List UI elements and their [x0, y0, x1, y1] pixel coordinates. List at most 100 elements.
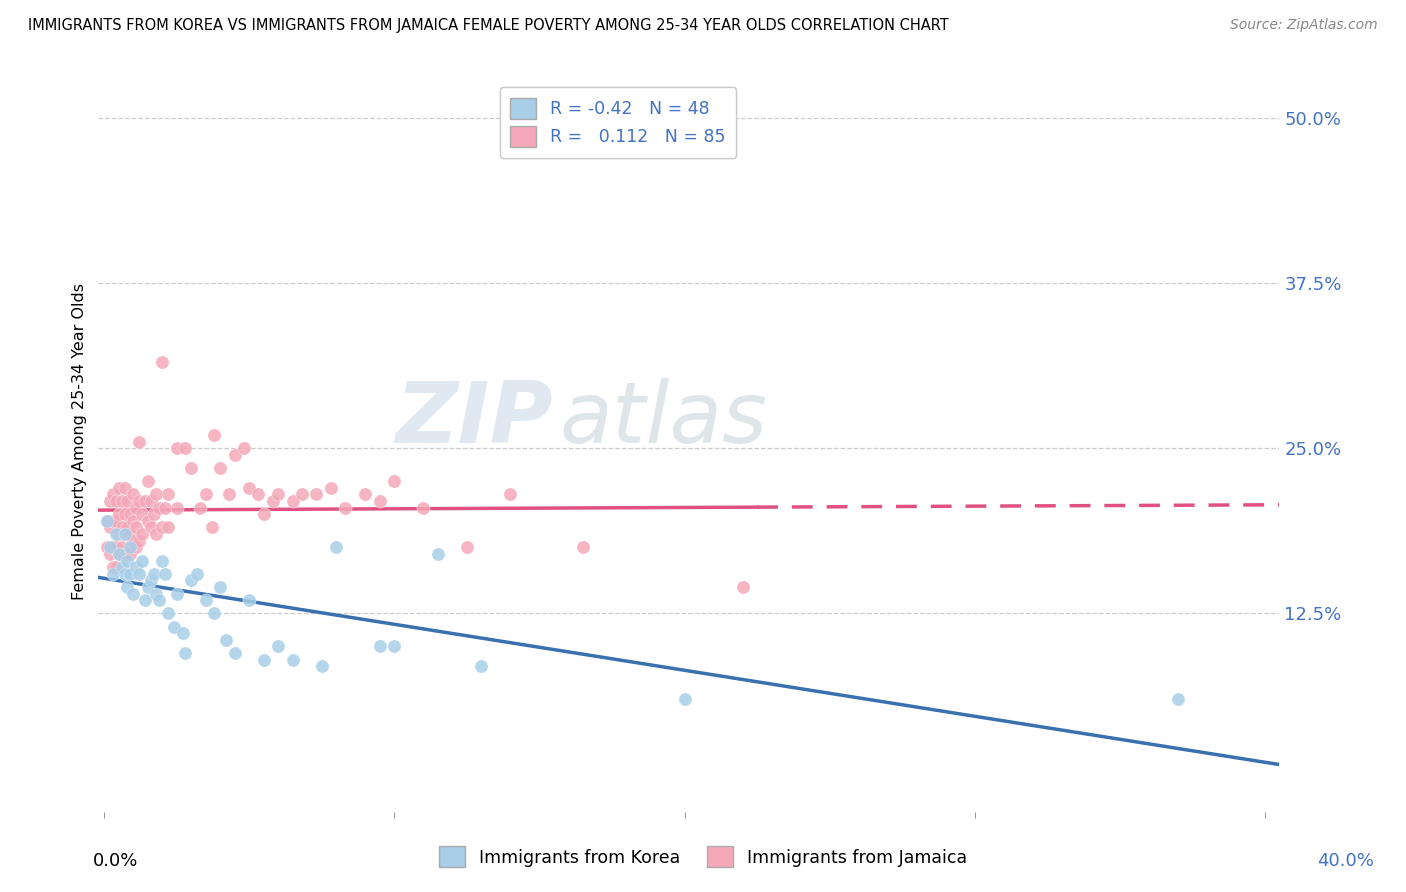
Point — [114, 481, 136, 495]
Point — [426, 547, 449, 561]
Point — [131, 527, 153, 541]
Point — [111, 494, 134, 508]
Point — [101, 541, 124, 555]
Point — [368, 494, 391, 508]
Point — [117, 553, 139, 567]
Text: 40.0%: 40.0% — [1317, 853, 1374, 871]
Point — [107, 547, 129, 561]
Point — [120, 566, 142, 581]
Point — [107, 527, 129, 541]
Point — [180, 461, 202, 475]
Point — [166, 500, 188, 515]
Point — [136, 580, 159, 594]
Point — [104, 560, 127, 574]
Point — [145, 487, 167, 501]
Point — [157, 520, 180, 534]
Point — [180, 574, 202, 588]
Point — [107, 547, 129, 561]
Point — [145, 586, 167, 600]
Point — [194, 487, 217, 501]
Point — [153, 566, 176, 581]
Point — [572, 541, 595, 555]
Point — [311, 659, 333, 673]
Point — [142, 566, 165, 581]
Point — [128, 434, 150, 449]
Point — [111, 520, 134, 534]
Point — [166, 586, 188, 600]
Text: 0.0%: 0.0% — [93, 853, 138, 871]
Point — [218, 487, 240, 501]
Point — [139, 494, 162, 508]
Point — [128, 533, 150, 548]
Point — [163, 619, 186, 633]
Point — [499, 487, 522, 501]
Point — [1167, 692, 1189, 706]
Point — [290, 487, 312, 501]
Point — [139, 520, 162, 534]
Point — [150, 553, 173, 567]
Point — [96, 514, 118, 528]
Point — [412, 500, 434, 515]
Point — [238, 593, 260, 607]
Point — [114, 566, 136, 581]
Point — [150, 355, 173, 369]
Point — [98, 520, 121, 534]
Point — [224, 646, 246, 660]
Point — [204, 428, 226, 442]
Point — [134, 494, 156, 508]
Point — [114, 527, 136, 541]
Point — [253, 508, 276, 522]
Point — [186, 566, 208, 581]
Point — [247, 487, 270, 501]
Point — [232, 441, 254, 455]
Point — [98, 547, 121, 561]
Legend: Immigrants from Korea, Immigrants from Jamaica: Immigrants from Korea, Immigrants from J… — [433, 839, 973, 874]
Point — [136, 474, 159, 488]
Point — [125, 560, 148, 574]
Point — [281, 653, 304, 667]
Point — [456, 541, 478, 555]
Text: atlas: atlas — [560, 378, 768, 461]
Point — [122, 533, 145, 548]
Point — [114, 527, 136, 541]
Point — [104, 541, 127, 555]
Point — [166, 441, 188, 455]
Point — [122, 514, 145, 528]
Point — [125, 541, 148, 555]
Point — [122, 586, 145, 600]
Point — [145, 527, 167, 541]
Point — [104, 494, 127, 508]
Point — [101, 514, 124, 528]
Point — [209, 461, 232, 475]
Point — [238, 481, 260, 495]
Point — [325, 541, 347, 555]
Point — [224, 448, 246, 462]
Point — [673, 692, 696, 706]
Point — [194, 593, 217, 607]
Point — [157, 487, 180, 501]
Point — [142, 508, 165, 522]
Point — [209, 580, 232, 594]
Point — [120, 541, 142, 555]
Point — [111, 541, 134, 555]
Point — [150, 520, 173, 534]
Point — [136, 514, 159, 528]
Point — [204, 607, 226, 621]
Point — [148, 593, 170, 607]
Point — [120, 547, 142, 561]
Point — [101, 566, 124, 581]
Point — [111, 560, 134, 574]
Point — [128, 494, 150, 508]
Legend: R = -0.42   N = 48, R =   0.112   N = 85: R = -0.42 N = 48, R = 0.112 N = 85 — [501, 87, 737, 158]
Point — [101, 487, 124, 501]
Point — [139, 574, 162, 588]
Point — [114, 547, 136, 561]
Point — [253, 653, 276, 667]
Point — [157, 607, 180, 621]
Point — [200, 520, 222, 534]
Point — [470, 659, 492, 673]
Point — [107, 481, 129, 495]
Point — [125, 520, 148, 534]
Point — [384, 474, 406, 488]
Point — [134, 593, 156, 607]
